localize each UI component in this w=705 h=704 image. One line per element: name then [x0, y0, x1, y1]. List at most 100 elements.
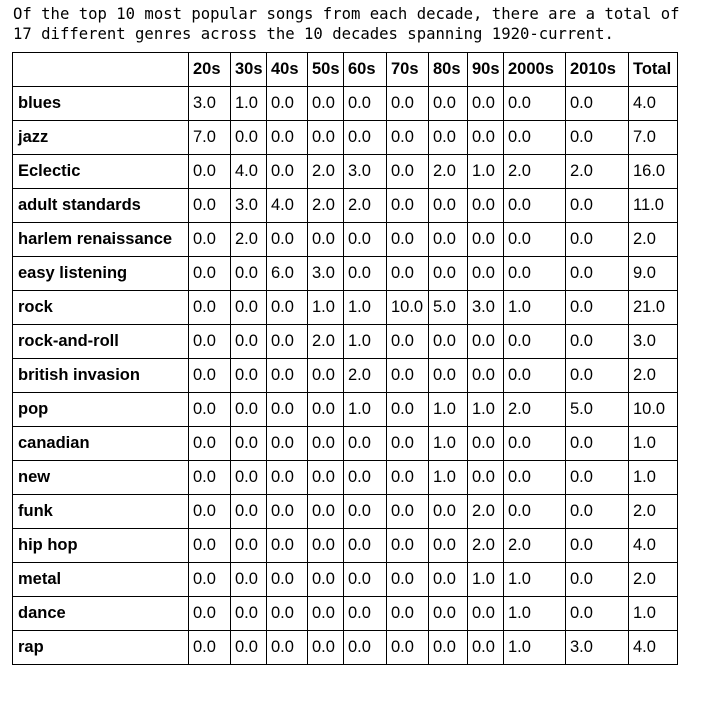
- table-cell: 0.0: [307, 222, 344, 257]
- table-body: blues 3.0 1.0 0.0 0.0 0.0 0.0 0.0 0.0 0.0 0.0 4.0 ja…: [12, 86, 678, 665]
- table-cell: 9.0: [628, 256, 678, 291]
- table-cell: 0.0: [565, 426, 629, 461]
- table-cell: 1.0: [428, 426, 468, 461]
- table-cell: 2.0: [628, 222, 678, 257]
- table-cell: 1.0: [467, 154, 504, 189]
- table-cell: 0.0: [467, 426, 504, 461]
- table-cell: 0.0: [188, 562, 231, 597]
- table-cell: 0.0: [307, 426, 344, 461]
- column-header: 30s: [230, 52, 267, 87]
- table-cell: 1.0: [343, 392, 387, 427]
- table-cell: 10.0: [386, 290, 429, 325]
- table-cell: 2.0: [467, 494, 504, 529]
- table-cell: 5.0: [428, 290, 468, 325]
- genre-label: canadian: [12, 426, 189, 461]
- table-cell: 0.0: [503, 256, 566, 291]
- table-cell: 1.0: [503, 290, 566, 325]
- table-cell: 0.0: [503, 120, 566, 155]
- table-cell: 0.0: [343, 630, 387, 665]
- table-cell: 0.0: [188, 290, 231, 325]
- table-cell: 0.0: [266, 290, 308, 325]
- table-cell: 0.0: [230, 358, 267, 393]
- genre-label: british invasion: [12, 358, 189, 393]
- column-header: 80s: [428, 52, 468, 87]
- table-cell: 0.0: [503, 86, 566, 121]
- table-cell: 1.0: [467, 562, 504, 597]
- table-row: canadian 0.0 0.0 0.0 0.0 0.0 0.0 1.0 0.0 0.0 0.0 1.…: [12, 426, 678, 461]
- table-cell: 0.0: [503, 358, 566, 393]
- table-cell: 2.0: [628, 562, 678, 597]
- table-cell: 0.0: [230, 324, 267, 359]
- table-cell: 0.0: [428, 222, 468, 257]
- table-cell: 6.0: [266, 256, 308, 291]
- table-row: harlem renaissance 0.0 2.0 0.0 0.0 0.0 0.0 0.0 0…: [12, 222, 678, 257]
- table-cell: 7.0: [628, 120, 678, 155]
- table-cell: 1.0: [428, 392, 468, 427]
- table-cell: 0.0: [343, 426, 387, 461]
- genre-label: funk: [12, 494, 189, 529]
- table-cell: 0.0: [503, 460, 566, 495]
- table-cell: 0.0: [467, 222, 504, 257]
- table-cell: 0.0: [230, 562, 267, 597]
- table-cell: 0.0: [343, 222, 387, 257]
- genre-decade-table: 20s 30s 40s 50s 60s 70s 80s 90s 2000s 2010s Total …: [12, 52, 678, 665]
- table-cell: 0.0: [386, 528, 429, 563]
- table-cell: 4.0: [230, 154, 267, 189]
- table-cell: 0.0: [386, 562, 429, 597]
- table-cell: 0.0: [307, 120, 344, 155]
- column-header: 50s: [307, 52, 344, 87]
- table-cell: 3.0: [467, 290, 504, 325]
- table-cell: 0.0: [343, 596, 387, 631]
- table-cell: 0.0: [565, 358, 629, 393]
- table-cell: 3.0: [343, 154, 387, 189]
- table-cell: 0.0: [230, 528, 267, 563]
- genre-label: jazz: [12, 120, 189, 155]
- genre-label: easy listening: [12, 256, 189, 291]
- table-cell: 1.0: [467, 392, 504, 427]
- table-cell: 0.0: [266, 426, 308, 461]
- table-cell: 0.0: [266, 562, 308, 597]
- table-cell: 0.0: [467, 460, 504, 495]
- table-cell: 0.0: [428, 630, 468, 665]
- table-cell: 0.0: [188, 188, 231, 223]
- table-cell: 2.0: [428, 154, 468, 189]
- table-cell: 0.0: [230, 256, 267, 291]
- table-cell: 3.0: [230, 188, 267, 223]
- table-cell: 11.0: [628, 188, 678, 223]
- table-cell: 2.0: [503, 528, 566, 563]
- table-cell: 0.0: [467, 256, 504, 291]
- table-cell: 1.0: [628, 596, 678, 631]
- table-cell: 0.0: [188, 494, 231, 529]
- table-cell: 2.0: [503, 392, 566, 427]
- table-row: easy listening 0.0 0.0 6.0 3.0 0.0 0.0 0.0 0.0 0.…: [12, 256, 678, 291]
- table-cell: 1.0: [628, 426, 678, 461]
- table-cell: 1.0: [343, 290, 387, 325]
- table-cell: 2.0: [307, 188, 344, 223]
- table-cell: 16.0: [628, 154, 678, 189]
- table-cell: 0.0: [386, 494, 429, 529]
- table-cell: 0.0: [188, 596, 231, 631]
- table-cell: 0.0: [428, 494, 468, 529]
- table-cell: 0.0: [230, 290, 267, 325]
- table-row: rap 0.0 0.0 0.0 0.0 0.0 0.0 0.0 0.0 1.0 3.0 4.0: [12, 630, 678, 665]
- table-cell: 0.0: [343, 528, 387, 563]
- table-cell: 0.0: [467, 120, 504, 155]
- table-cell: 0.0: [428, 324, 468, 359]
- table-row: blues 3.0 1.0 0.0 0.0 0.0 0.0 0.0 0.0 0.0 0.0 4.0: [12, 86, 678, 121]
- table-cell: 0.0: [266, 120, 308, 155]
- table-cell: 0.0: [503, 188, 566, 223]
- genre-label: new: [12, 460, 189, 495]
- table-cell: 0.0: [188, 392, 231, 427]
- table-cell: 0.0: [565, 596, 629, 631]
- column-header: 40s: [266, 52, 308, 87]
- table-cell: 0.0: [428, 256, 468, 291]
- column-header: 90s: [467, 52, 504, 87]
- table-cell: 0.0: [230, 630, 267, 665]
- table-cell: 3.0: [188, 86, 231, 121]
- table-cell: 0.0: [428, 528, 468, 563]
- table-cell: 0.0: [386, 358, 429, 393]
- table-cell: 4.0: [628, 528, 678, 563]
- table-cell: 1.0: [343, 324, 387, 359]
- table-cell: 0.0: [266, 222, 308, 257]
- table-cell: 0.0: [266, 392, 308, 427]
